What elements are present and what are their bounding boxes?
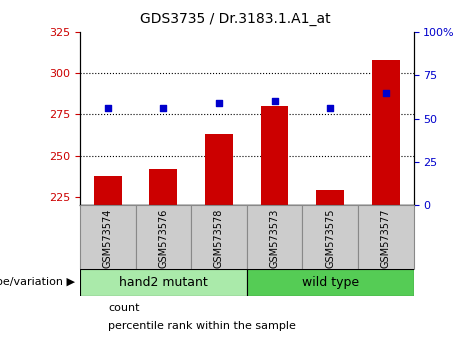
Point <box>215 100 223 106</box>
Bar <box>205 134 233 205</box>
Text: GSM573575: GSM573575 <box>325 209 335 268</box>
FancyBboxPatch shape <box>191 205 247 269</box>
Text: hand2 mutant: hand2 mutant <box>119 276 208 289</box>
Bar <box>261 106 289 205</box>
Text: GSM573573: GSM573573 <box>270 209 280 268</box>
FancyBboxPatch shape <box>247 205 302 269</box>
Point <box>271 98 278 104</box>
Bar <box>149 169 177 205</box>
Bar <box>372 60 400 205</box>
Point <box>327 105 334 111</box>
Bar <box>316 190 344 205</box>
Text: GSM573576: GSM573576 <box>158 209 168 268</box>
Text: GDS3735 / Dr.3183.1.A1_at: GDS3735 / Dr.3183.1.A1_at <box>140 12 330 27</box>
Text: GSM573578: GSM573578 <box>214 209 224 268</box>
FancyBboxPatch shape <box>302 205 358 269</box>
Text: count: count <box>108 303 140 313</box>
Point <box>160 105 167 111</box>
FancyBboxPatch shape <box>80 269 247 296</box>
Text: percentile rank within the sample: percentile rank within the sample <box>108 321 296 331</box>
Text: wild type: wild type <box>302 276 359 289</box>
Point <box>104 105 111 111</box>
Bar <box>94 176 122 205</box>
FancyBboxPatch shape <box>80 205 135 269</box>
FancyBboxPatch shape <box>135 205 191 269</box>
Text: GSM573574: GSM573574 <box>103 209 113 268</box>
Text: GSM573577: GSM573577 <box>381 209 391 268</box>
FancyBboxPatch shape <box>358 205 414 269</box>
Point <box>382 90 390 96</box>
Text: genotype/variation ▶: genotype/variation ▶ <box>0 277 75 287</box>
FancyBboxPatch shape <box>247 269 414 296</box>
